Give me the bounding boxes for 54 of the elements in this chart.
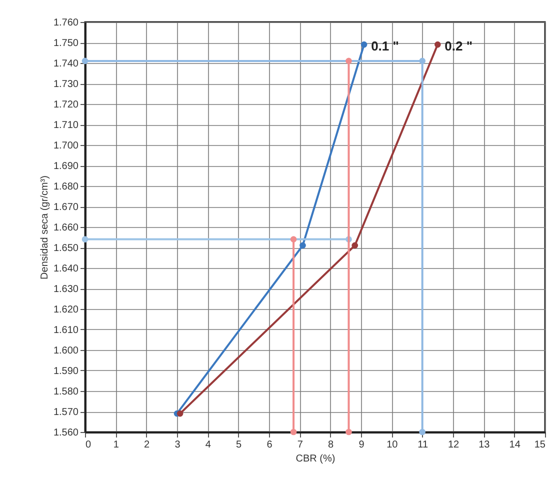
point bbox=[346, 428, 352, 436]
y-tick-label: 1.610 bbox=[53, 325, 79, 336]
point bbox=[346, 58, 352, 64]
point bbox=[434, 41, 441, 48]
y-axis-title: Densidad seca (gr/cm³) bbox=[39, 176, 50, 280]
y-tick-label: 1.560 bbox=[53, 428, 79, 438]
x-tick-label: 7 bbox=[297, 440, 304, 450]
y-tick-label: 1.630 bbox=[53, 284, 79, 295]
x-tick-label: 2 bbox=[144, 440, 150, 450]
x-tick-label: 4 bbox=[205, 440, 212, 450]
x-tick-label: 10 bbox=[386, 440, 398, 450]
y-tick-label: 1.660 bbox=[53, 222, 79, 234]
y-tick-label: 1.690 bbox=[53, 161, 79, 172]
x-tick-label: 8 bbox=[328, 440, 334, 450]
point bbox=[290, 428, 297, 436]
point bbox=[352, 242, 358, 249]
series-label: 0.1 " bbox=[371, 38, 399, 54]
x-tick-label: 3 bbox=[174, 440, 181, 450]
point bbox=[300, 242, 306, 249]
point bbox=[82, 58, 88, 64]
y-tick-label: 1.740 bbox=[53, 58, 79, 70]
y-tick-label: 1.640 bbox=[53, 264, 79, 274]
x-tick-label: 11 bbox=[418, 440, 428, 450]
y-tick-label: 1.600 bbox=[53, 346, 79, 356]
x-tick-label: 12 bbox=[448, 440, 460, 450]
x-tick-label: 1 bbox=[113, 440, 120, 450]
x-tick-label: 6 bbox=[266, 440, 273, 450]
y-tick-label: 1.670 bbox=[53, 202, 79, 213]
y-tick-label: 1.650 bbox=[53, 243, 79, 254]
y-tick-label: 1.580 bbox=[53, 386, 79, 398]
y-tick-label: 1.620 bbox=[53, 304, 79, 316]
x-tick-label: 15 bbox=[534, 440, 546, 450]
y-tick-label: 1.700 bbox=[53, 140, 79, 152]
x-tick-label: 5 bbox=[236, 440, 242, 450]
y-tick-label: 1.710 bbox=[53, 120, 79, 131]
point bbox=[419, 428, 426, 436]
y-tick-label: 1.720 bbox=[53, 100, 79, 110]
point bbox=[290, 236, 297, 242]
x-tick-label: 13 bbox=[478, 440, 490, 450]
series-label: 0.2 " bbox=[444, 38, 473, 54]
y-tick-label: 1.570 bbox=[53, 407, 79, 418]
point bbox=[176, 410, 184, 417]
x-tick-label: 14 bbox=[509, 440, 521, 450]
x-tick-label: 0 bbox=[86, 440, 92, 450]
point bbox=[360, 41, 368, 48]
y-tick-label: 1.590 bbox=[53, 366, 79, 377]
y-tick-label: 1.760 bbox=[53, 18, 79, 28]
point bbox=[419, 58, 426, 64]
x-tick-label: 9 bbox=[358, 440, 365, 450]
y-tick-label: 1.750 bbox=[53, 38, 79, 49]
y-tick-label: 1.730 bbox=[53, 79, 79, 90]
point bbox=[82, 236, 88, 242]
y-tick-label: 1.680 bbox=[53, 182, 79, 192]
x-axis-title: CBR (%) bbox=[296, 454, 336, 464]
